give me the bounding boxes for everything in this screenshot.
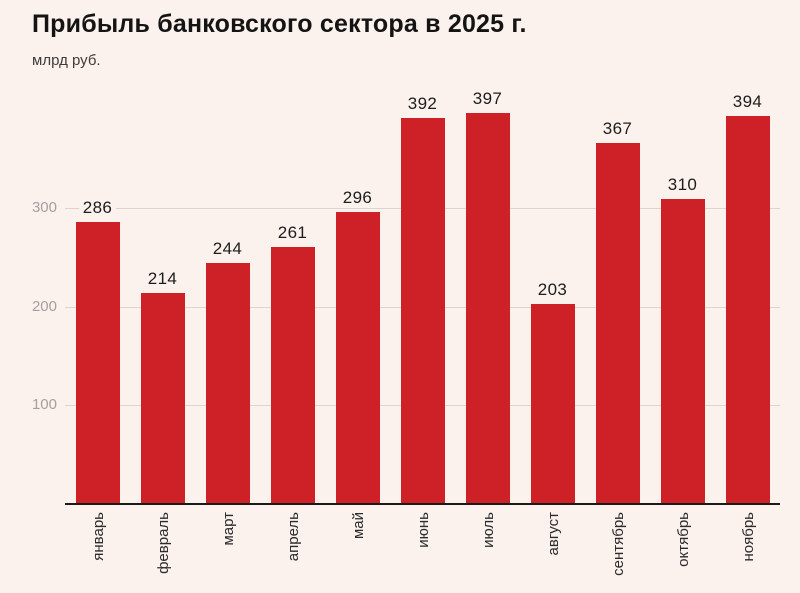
bar-ноябрь	[725, 116, 770, 503]
bar-август	[530, 304, 575, 503]
x-axis-tick-label: январь	[89, 512, 107, 561]
x-axis-tick-label: октябрь	[674, 512, 692, 567]
x-axis-tick-label: август	[544, 512, 562, 556]
bar-октябрь	[660, 199, 705, 503]
y-axis-tick-label: 100	[31, 396, 57, 413]
bar-сентябрь	[595, 143, 640, 503]
bar-февраль	[140, 293, 185, 503]
bar-value-label: 296	[338, 188, 377, 208]
bar-март	[205, 263, 250, 503]
bar-value-label: 214	[143, 269, 182, 289]
x-axis-tick-label: февраль	[154, 512, 172, 574]
chart-units-label: млрд руб.	[32, 52, 101, 69]
bar-value-label: 397	[468, 89, 507, 109]
x-axis-tick-label: май	[349, 512, 367, 540]
bar-июль	[465, 113, 510, 503]
x-axis-tick-label: сентябрь	[609, 512, 627, 576]
y-axis-tick-label: 300	[31, 199, 57, 216]
x-axis-tick-label: ноябрь	[739, 512, 757, 562]
x-axis-line	[65, 503, 780, 505]
bar-value-label: 394	[728, 92, 767, 112]
bar-value-label: 392	[403, 94, 442, 114]
x-axis-tick-label: март	[219, 512, 237, 546]
chart-title: Прибыль банковского сектора в 2025 г.	[32, 10, 527, 38]
bar-value-label: 286	[78, 198, 117, 218]
bar-value-label: 367	[598, 119, 637, 139]
bar-value-label: 203	[533, 280, 572, 300]
x-axis-tick-label: июнь	[414, 512, 432, 548]
bar-июнь	[400, 118, 445, 503]
x-axis-tick-label: июль	[479, 512, 497, 548]
bar-май	[335, 212, 380, 503]
x-axis-tick-label: апрель	[284, 512, 302, 562]
bar-value-label: 310	[663, 175, 702, 195]
bar-апрель	[270, 247, 315, 503]
bar-value-label: 244	[208, 239, 247, 259]
bar-январь	[75, 222, 120, 503]
y-axis-tick-label: 200	[31, 298, 57, 315]
bar-value-label: 261	[273, 223, 312, 243]
